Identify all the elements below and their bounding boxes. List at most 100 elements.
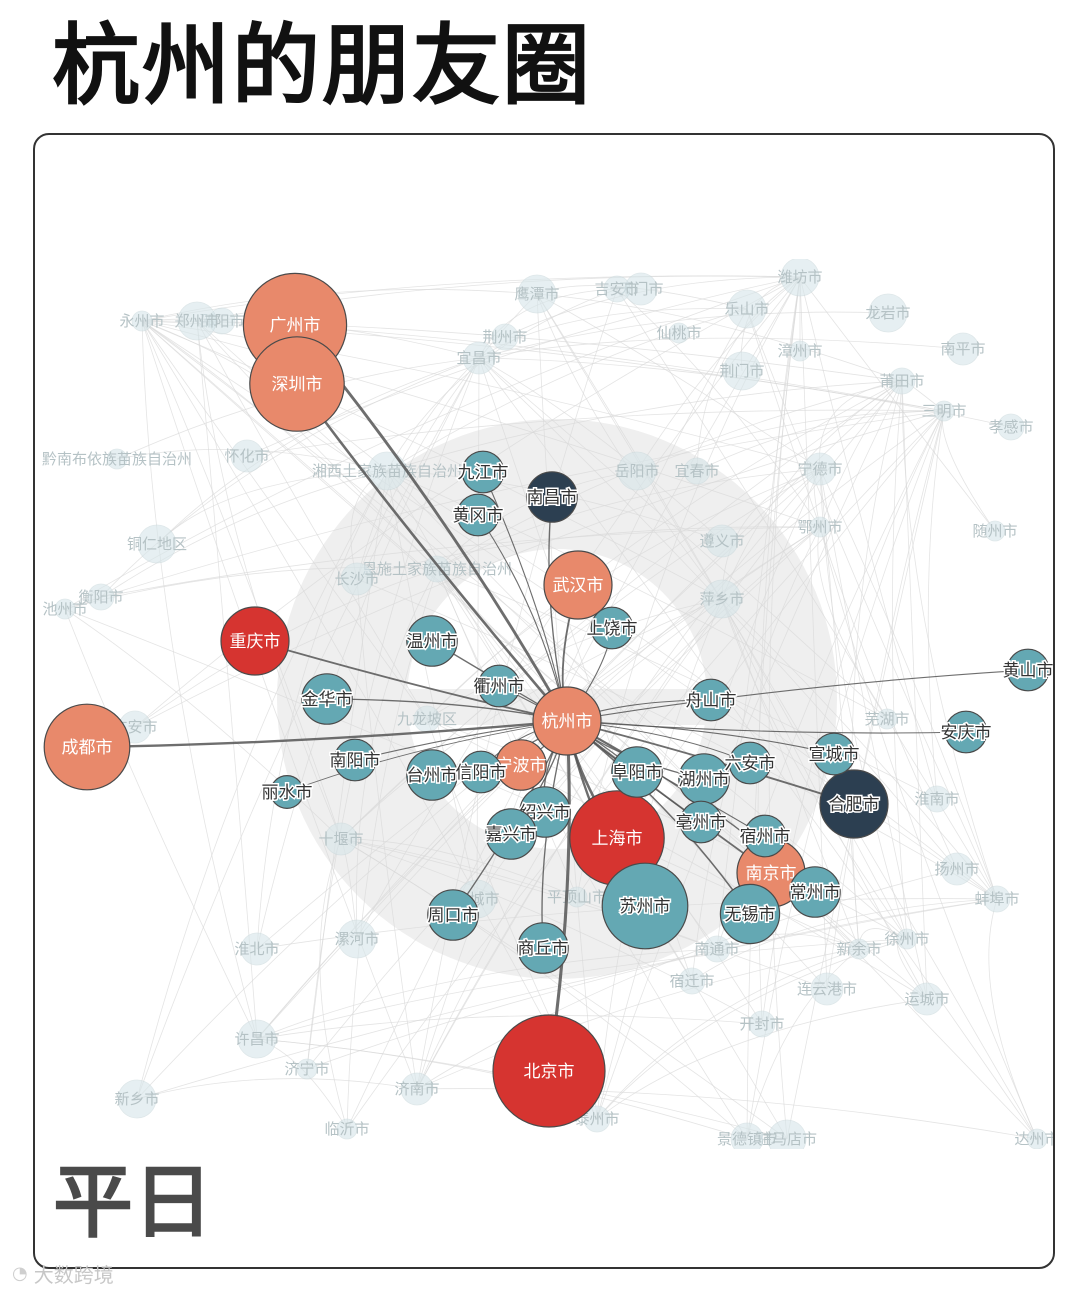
node-北京市[interactable]: 北京市 xyxy=(492,1014,606,1128)
node-成都市[interactable]: 成都市 xyxy=(43,703,131,791)
background-node xyxy=(1026,1128,1048,1149)
background-node-label: 宿迁市 xyxy=(669,972,714,990)
node-无锡市[interactable]: 无锡市 xyxy=(719,883,781,945)
node-label: 金华市 xyxy=(302,690,353,710)
node-信阳市[interactable]: 信阳市 xyxy=(454,750,508,794)
background-edge xyxy=(356,526,821,580)
background-node-label: 宜春市 xyxy=(674,462,719,480)
background-node-label: 平顶山市 xyxy=(547,888,607,906)
background-edge xyxy=(306,526,821,1070)
background-edge xyxy=(721,598,998,900)
network-graph: 永州市 邵阳市天门市潍坊市仙桃市荆州市宜昌市龙岩市漳州市莆田市南平市荆门市三明市孝… xyxy=(42,259,1054,1149)
node-circle xyxy=(485,808,537,860)
background-edge xyxy=(356,357,480,580)
background-node-label: 湘西土家族苗族自治州 xyxy=(312,462,462,480)
background-node-label: 仙桃市 xyxy=(656,324,701,342)
background-edge xyxy=(927,410,945,800)
node-苏州市[interactable]: 苏州市 xyxy=(601,862,689,950)
background-edge xyxy=(356,578,418,1090)
background-nodes: 永州市 邵阳市天门市潍坊市仙桃市荆州市宜昌市龙岩市漳州市莆田市南平市荆门市三明市孝… xyxy=(42,259,1053,1149)
node-宿州市[interactable]: 宿州市 xyxy=(738,814,792,858)
node-上饶市[interactable]: 上饶市 xyxy=(585,606,639,650)
background-edge xyxy=(256,1015,763,1040)
node-安庆市[interactable]: 安庆市 xyxy=(939,710,993,754)
edge-无锡市 xyxy=(566,720,751,915)
edge-安庆市 xyxy=(566,720,967,734)
background-node xyxy=(910,982,944,1016)
node-circle xyxy=(743,814,787,858)
background-node-label: 南平市 xyxy=(940,340,985,358)
node-杭州市[interactable]: 杭州市 xyxy=(532,686,602,756)
node-宣城市[interactable]: 宣城市 xyxy=(807,732,861,776)
node-circle xyxy=(819,769,889,839)
background-node xyxy=(876,708,898,730)
background-node xyxy=(423,555,451,583)
background-node xyxy=(54,598,76,620)
background-edge xyxy=(636,276,801,472)
node-湖州市[interactable]: 湖州市 xyxy=(677,753,731,805)
node-丽水市[interactable]: 丽水市 xyxy=(260,774,314,809)
background-node-label: 驻马店市 xyxy=(757,1130,817,1148)
background-node xyxy=(868,293,908,333)
background-edge xyxy=(340,468,821,840)
node-circle xyxy=(517,922,569,974)
background-edge xyxy=(416,938,908,1090)
background-node xyxy=(748,1010,776,1038)
node-circle xyxy=(406,749,458,801)
node-金华市[interactable]: 金华市 xyxy=(300,673,354,725)
node-南阳市[interactable]: 南阳市 xyxy=(328,738,382,782)
background-edge xyxy=(721,468,821,600)
node-上海市[interactable]: 上海市 xyxy=(569,790,665,886)
background-node xyxy=(230,439,264,473)
node-circle xyxy=(406,615,458,667)
node-亳州市[interactable]: 亳州市 xyxy=(674,800,728,844)
background-edge xyxy=(100,470,388,598)
node-舟山市[interactable]: 舟山市 xyxy=(684,678,738,722)
background-node xyxy=(177,301,217,341)
node-商丘市[interactable]: 商丘市 xyxy=(516,922,570,974)
background-edge xyxy=(386,470,478,900)
node-circle xyxy=(220,606,290,676)
background-node-label: 三明市 xyxy=(921,402,966,420)
node-label: 丽水市 xyxy=(262,783,313,803)
node-深圳市[interactable]: 深圳市 xyxy=(249,336,345,432)
node-label: 南京市 xyxy=(746,864,797,884)
background-node xyxy=(933,400,955,422)
node-circle xyxy=(532,686,602,756)
node-嘉兴市[interactable]: 嘉兴市 xyxy=(484,808,538,860)
watermark: ◔ 大数跨境 xyxy=(12,1259,114,1288)
background-node-label: 许昌市 xyxy=(234,1030,279,1048)
background-edge xyxy=(256,357,480,950)
edge-宣城市 xyxy=(566,720,835,755)
background-edge xyxy=(436,468,821,570)
node-台州市[interactable]: 台州市 xyxy=(405,749,459,801)
background-node xyxy=(940,852,974,886)
node-常州市[interactable]: 常州市 xyxy=(788,866,842,918)
background-edge xyxy=(100,357,480,598)
node-温州市[interactable]: 温州市 xyxy=(405,615,459,667)
background-node xyxy=(131,310,153,332)
node-黄冈市[interactable]: 黄冈市 xyxy=(451,493,505,537)
background-node-label: 随州市 xyxy=(972,522,1017,540)
background-edge xyxy=(340,838,763,1025)
background-edge xyxy=(596,380,903,1120)
node-阜阳市[interactable]: 阜阳市 xyxy=(610,746,664,798)
node-六安市[interactable]: 六安市 xyxy=(723,741,777,785)
node-南昌市[interactable]: 南昌市 xyxy=(525,471,579,523)
node-武汉市[interactable]: 武汉市 xyxy=(543,550,613,620)
background-node-label: 宁德市 xyxy=(797,460,842,478)
background-edge xyxy=(64,566,438,610)
background-edge xyxy=(141,320,258,1040)
node-label: 亳州市 xyxy=(676,813,727,833)
background-edge xyxy=(134,410,945,728)
node-周口市[interactable]: 周口市 xyxy=(426,889,480,941)
background-node-label: 荆门市 xyxy=(719,362,764,380)
node-衢州市[interactable]: 衢州市 xyxy=(472,664,526,708)
node-合肥市[interactable]: 合肥市 xyxy=(819,769,889,839)
background-edge xyxy=(436,470,638,570)
node-重庆市[interactable]: 重庆市 xyxy=(220,606,290,676)
background-node-label: 宜昌市 xyxy=(456,349,501,367)
node-九江市[interactable]: 九江市 xyxy=(456,450,510,494)
node-黄山市[interactable]: 黄山市 xyxy=(1001,648,1054,692)
